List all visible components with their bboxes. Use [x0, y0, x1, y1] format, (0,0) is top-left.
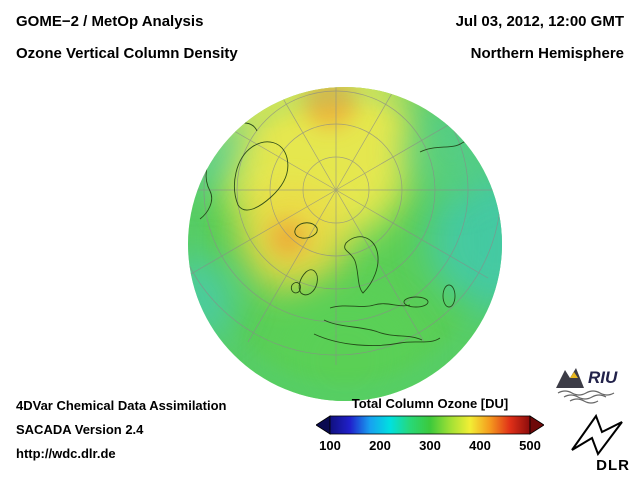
- colorbar-tick-300: 300: [419, 438, 441, 453]
- timestamp: Jul 03, 2012, 12:00 GMT: [455, 13, 624, 30]
- hemisphere-label: Northern Hemisphere: [470, 45, 624, 62]
- riu-logo-text: RIU: [588, 368, 618, 387]
- colorbar-tick-labels: 100 200 300 400 500: [0, 438, 640, 456]
- dlr-logo-text: DLR: [596, 457, 630, 474]
- colorbar-right-arrow: [529, 415, 544, 435]
- dlr-logo: DLR: [564, 408, 632, 474]
- riu-logo-graphic: [556, 368, 615, 404]
- wdc-url: http://wdc.dlr.de: [16, 446, 116, 461]
- colorbar-tick-100: 100: [319, 438, 341, 453]
- riu-peak-accent-icon: [570, 372, 578, 378]
- title-analysis: GOME−2 / MetOp Analysis: [16, 13, 204, 30]
- dlr-emblem-icon: [571, 413, 623, 457]
- riu-logo: RIU: [556, 368, 632, 406]
- title-quantity: Ozone Vertical Column Density: [16, 45, 238, 62]
- colorbar-tick-200: 200: [369, 438, 391, 453]
- colorbar: [316, 415, 544, 435]
- colorbar-title: Total Column Ozone [DU]: [351, 396, 509, 411]
- graticule: [188, 87, 502, 365]
- colorbar-gradient-bar: [329, 415, 531, 435]
- assimilation-label: 4DVar Chemical Data Assimilation: [16, 398, 227, 413]
- riu-waves-icon: [557, 390, 615, 404]
- colorbar-tick-400: 400: [469, 438, 491, 453]
- version-label: SACADA Version 2.4: [16, 422, 144, 437]
- colorbar-tick-500: 500: [519, 438, 541, 453]
- colorbar-left-arrow: [316, 415, 331, 435]
